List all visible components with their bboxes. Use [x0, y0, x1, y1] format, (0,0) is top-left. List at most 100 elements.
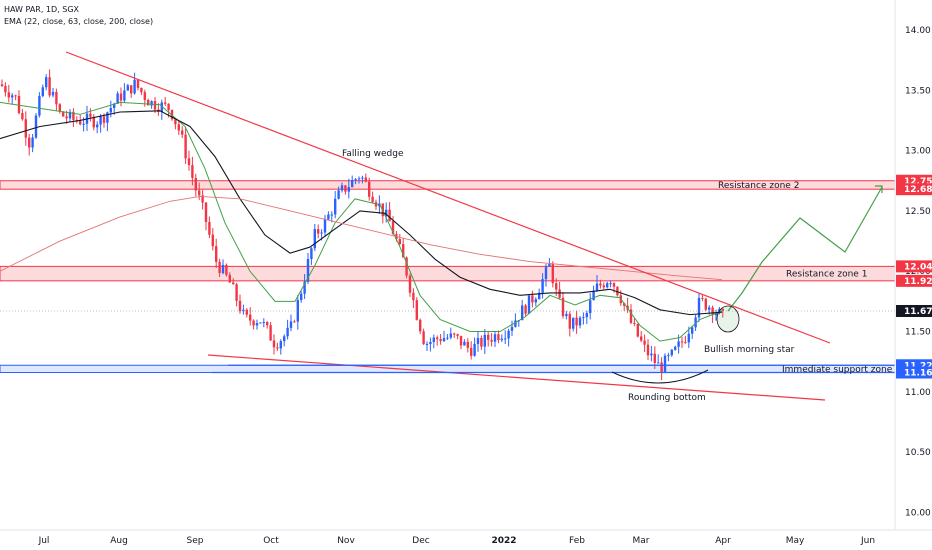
- candle-body: [636, 323, 639, 337]
- candle-body: [504, 338, 507, 340]
- candle-body: [181, 130, 184, 135]
- candle-body: [398, 239, 401, 245]
- x-tick-label: Jul: [38, 536, 50, 546]
- candle-body: [674, 346, 677, 350]
- candle-body: [204, 202, 208, 223]
- candle-body: [116, 93, 119, 104]
- candle-body: [310, 248, 313, 259]
- candle-body: [357, 178, 361, 180]
- candle-body: [653, 353, 656, 363]
- ema-legend: EMA (22, close, 63, close, 200, close): [4, 17, 154, 26]
- candle-body: [194, 177, 197, 191]
- candle-body: [606, 283, 609, 288]
- candle-body: [211, 234, 214, 247]
- candle-body: [283, 336, 286, 342]
- candle-body: [408, 275, 412, 293]
- candle-body: [34, 115, 38, 138]
- candle-body: [313, 229, 316, 249]
- candle-body: [28, 137, 31, 148]
- price-tag-label: 12.75: [904, 177, 932, 187]
- candle-body: [687, 333, 690, 343]
- candle-body: [558, 289, 561, 298]
- candle-body: [123, 90, 126, 101]
- candle-body: [629, 309, 633, 323]
- candle-body: [415, 300, 418, 320]
- zone-2-label: Resistance zone 2: [718, 181, 799, 191]
- candle-body: [595, 283, 599, 291]
- candle-body: [24, 119, 27, 138]
- candle-body: [480, 338, 483, 347]
- candle-body: [96, 124, 99, 128]
- candle-body: [439, 339, 442, 342]
- candle-body: [640, 336, 643, 341]
- candle-body: [660, 362, 663, 372]
- candle-body: [402, 244, 405, 258]
- candle-body: [663, 355, 667, 372]
- ema-200-line: [0, 195, 723, 281]
- candle-body: [102, 116, 106, 123]
- rounding-bottom-arc: [611, 369, 709, 384]
- price-tag-bg: [896, 304, 932, 317]
- candle-body: [38, 95, 41, 116]
- candle-body: [306, 258, 310, 282]
- price-tag-label: 12.04: [904, 262, 932, 272]
- candle-body: [514, 320, 517, 327]
- candle-body: [364, 177, 367, 182]
- candle-body: [544, 266, 548, 280]
- x-tick-label: Feb: [569, 536, 585, 546]
- candle-body: [208, 222, 211, 235]
- candle-body: [483, 334, 486, 347]
- candle-body: [293, 321, 296, 323]
- candle-body: [714, 313, 718, 316]
- candle-body: [126, 85, 129, 91]
- candle-body: [704, 298, 707, 310]
- candle-body: [14, 95, 17, 97]
- candle-body: [602, 285, 605, 288]
- price-tag-bg: [896, 274, 932, 287]
- candle-body: [371, 196, 374, 203]
- candle-body: [51, 91, 55, 96]
- candle-body: [4, 86, 7, 93]
- candle-body: [191, 165, 194, 178]
- candle-body: [436, 337, 439, 340]
- candle-body: [582, 317, 585, 319]
- ema-63-line: [0, 110, 723, 316]
- candle-body: [361, 177, 364, 179]
- candle-body: [340, 185, 344, 191]
- candle-body: [541, 279, 544, 293]
- y-tick-label: 11.00: [905, 388, 931, 398]
- wedge-lower-line: [207, 354, 826, 401]
- candle-body: [334, 198, 337, 215]
- candle-body: [218, 261, 221, 274]
- candle-body: [524, 305, 527, 314]
- candle-body: [354, 179, 357, 181]
- candle-body: [497, 334, 500, 341]
- ema-22-line: [0, 101, 723, 342]
- wedge-upper-line: [65, 51, 831, 344]
- candle-body: [592, 290, 595, 301]
- candle-body: [432, 337, 435, 342]
- rounding-bottom-label: Rounding bottom: [628, 393, 706, 403]
- x-tick-label: Dec: [412, 536, 429, 546]
- candle-body: [327, 214, 330, 220]
- candle-body: [442, 338, 446, 342]
- candle-body: [429, 341, 432, 345]
- y-tick-label: 13.50: [905, 86, 931, 96]
- candle-body: [303, 281, 306, 294]
- candle-body: [65, 116, 68, 119]
- candle-body: [347, 187, 350, 192]
- candle-body: [405, 257, 408, 276]
- candle-body: [62, 111, 65, 117]
- candle-body: [446, 337, 449, 339]
- candle-body: [133, 79, 136, 94]
- candle-body: [337, 190, 340, 199]
- candle-body: [68, 111, 72, 119]
- candle-body: [21, 113, 24, 120]
- candle-body: [650, 353, 653, 356]
- candle-body: [510, 326, 514, 331]
- candle-body: [677, 341, 680, 347]
- candle-body: [694, 317, 697, 328]
- candle-body: [412, 292, 415, 301]
- candle-body: [385, 209, 388, 217]
